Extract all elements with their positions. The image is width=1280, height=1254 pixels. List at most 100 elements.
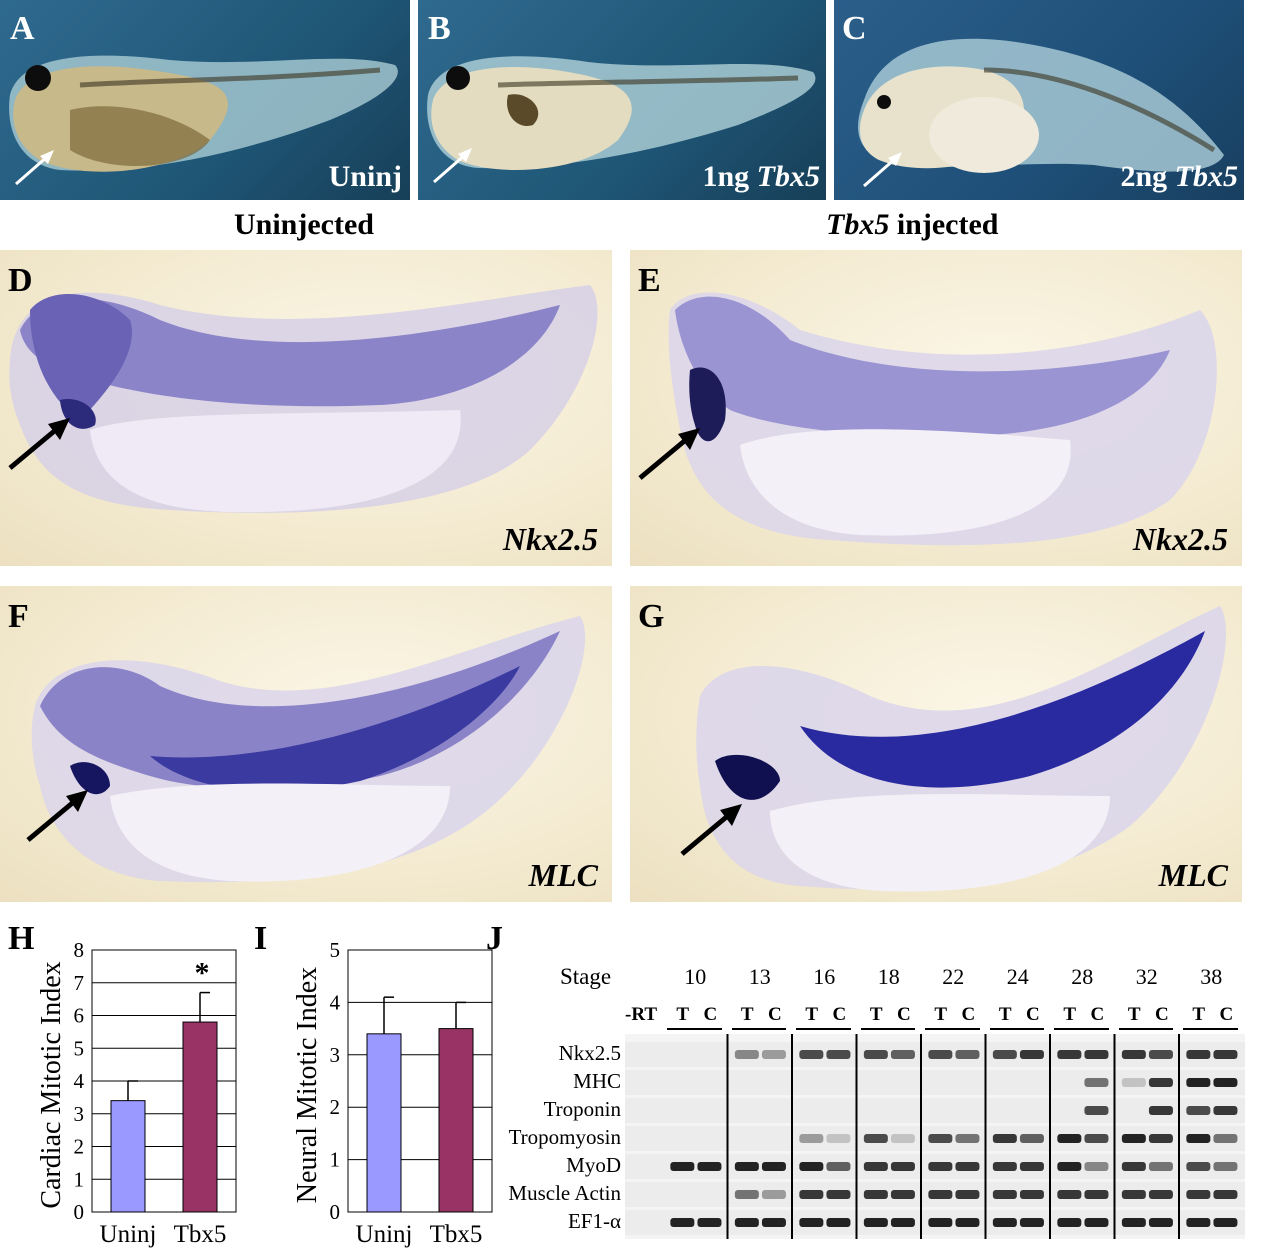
panel-b-gene: Tbx5 (756, 160, 820, 193)
gel-band (1148, 1106, 1173, 1115)
embryo-mlc-uninjected-illustration (31, 616, 586, 883)
gel-band (1186, 1134, 1211, 1143)
gel-stage-number: 22 (942, 964, 965, 989)
gel-band (826, 1190, 851, 1199)
photo-panel-f: F MLC (0, 586, 612, 902)
gel-band (799, 1134, 824, 1143)
panel-letter-c: C (842, 10, 867, 47)
gel-gene-label: EF1-α (567, 1209, 621, 1233)
y-tick-label: 1 (74, 1167, 85, 1191)
rt-pcr-gel (625, 1034, 1245, 1239)
gel-gene-label: Nkx2.5 (558, 1041, 621, 1065)
gel-band (863, 1190, 888, 1199)
gel-band (1084, 1078, 1109, 1087)
gel-band (1121, 1190, 1146, 1199)
lane-label-c: C (1090, 1004, 1105, 1025)
gel-band (734, 1218, 759, 1227)
panel-a-label: Uninj (328, 160, 402, 193)
stage-block-underline (860, 1028, 915, 1030)
y-tick-label: 5 (330, 938, 341, 962)
y-tick-label: 5 (74, 1036, 85, 1060)
photo-panel-a: A Uninj (0, 0, 410, 200)
gel-band (799, 1050, 824, 1059)
gel-band (1019, 1218, 1044, 1227)
gel-band (697, 1162, 722, 1171)
gel-band (734, 1162, 759, 1171)
gel-band (890, 1218, 915, 1227)
gel-band (826, 1050, 851, 1059)
gel-band (1121, 1050, 1146, 1059)
gel-band (1148, 1162, 1173, 1171)
embryo-nkx25-uninjected-illustration (9, 285, 598, 513)
x-category-label: Tbx5 (174, 1221, 227, 1248)
gel-neg-control-label: -RT (625, 1004, 658, 1025)
significance-asterisk: * (195, 957, 210, 990)
arrow-icon (433, 148, 472, 184)
gel-band (1186, 1050, 1211, 1059)
panel-g-gene: MLC (1158, 857, 1228, 893)
y-tick-label: 2 (330, 1095, 341, 1119)
lane-label-c: C (1154, 1004, 1169, 1025)
gel-band (863, 1134, 888, 1143)
stage-block-underline (925, 1028, 980, 1030)
gel-band (863, 1050, 888, 1059)
bar (366, 1033, 402, 1213)
panel-f-gene: MLC (528, 857, 598, 893)
heading-injected-suffix: injected (889, 208, 999, 241)
panel-letter-b: B (428, 10, 451, 47)
y-tick-label: 4 (74, 1069, 85, 1093)
gel-band (1057, 1050, 1082, 1059)
heading-uninjected: Uninjected (234, 208, 374, 241)
tadpole-1ng-illustration (427, 56, 816, 171)
lane-label-c: C (896, 1004, 911, 1025)
lane-label-t: T (1063, 1004, 1077, 1025)
gel-band (863, 1162, 888, 1171)
lane-label-c: C (1025, 1004, 1040, 1025)
gel-stage-number: 38 (1200, 964, 1223, 989)
gel-band (1148, 1050, 1173, 1059)
gel-band (1057, 1162, 1082, 1171)
gel-gene-label: Troponin (543, 1097, 621, 1121)
panel-c-label: 2ng Tbx5 (1120, 160, 1238, 194)
gel-band (799, 1162, 824, 1171)
panel-b-dose: 1ng (702, 160, 757, 193)
gel-band (1148, 1190, 1173, 1199)
tadpole-2ng-illustration (858, 38, 1224, 173)
gel-stage-number: 28 (1071, 964, 1094, 989)
bar (110, 1100, 146, 1213)
gel-band (1121, 1134, 1146, 1143)
y-tick-label: 3 (330, 1043, 341, 1067)
y-tick-label: 3 (74, 1102, 85, 1126)
stage-block-underline (731, 1028, 786, 1030)
lane-label-c: C (832, 1004, 847, 1025)
gel-band (890, 1050, 915, 1059)
gel-band (1213, 1134, 1238, 1143)
gel-band (1084, 1106, 1109, 1115)
y-tick-label: 1 (330, 1148, 341, 1172)
gel-band (1121, 1078, 1146, 1087)
gel-band (890, 1162, 915, 1171)
gel-band (928, 1050, 953, 1059)
x-category-label: Uninj (356, 1221, 413, 1248)
gel-band (1186, 1078, 1211, 1087)
neural-mitotic-index-chart: 0 1 2 3 4 5 Uninj Tbx5 Neural Mitotic Index (292, 938, 493, 1248)
y-axis-label: Neural Mitotic Index (292, 967, 323, 1203)
gel-stage-number: 16 (813, 964, 836, 989)
gel-band (1121, 1218, 1146, 1227)
gel-band (928, 1162, 953, 1171)
gel-band (955, 1162, 980, 1171)
gel-stage-number: 18 (877, 964, 900, 989)
gel-band (799, 1190, 824, 1199)
y-tick-label: 8 (74, 938, 85, 962)
arrow-icon (15, 150, 54, 186)
stage-block-underline (989, 1028, 1044, 1030)
gel-band (1213, 1190, 1238, 1199)
gel-band (1213, 1162, 1238, 1171)
gel-gene-label: Tropomyosin (508, 1125, 621, 1149)
gel-stage-number: 32 (1135, 964, 1158, 989)
gel-band (1148, 1078, 1173, 1087)
stage-block-underline (1054, 1028, 1109, 1030)
gel-band (1186, 1162, 1211, 1171)
photo-panel-d: D Nkx2.5 (0, 250, 612, 566)
photo-panel-e: E Nkx2.5 (630, 250, 1242, 566)
